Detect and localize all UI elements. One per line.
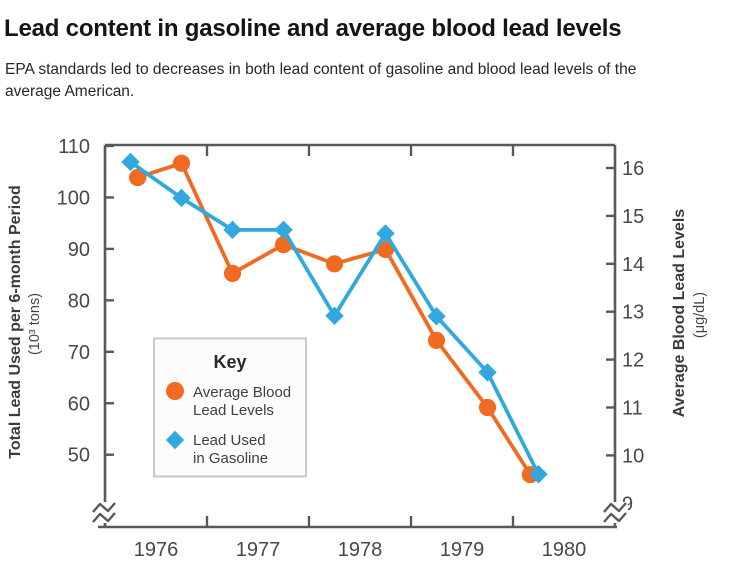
left-axis-tick-label: 90 — [68, 239, 90, 261]
right-axis-tick-label: 16 — [622, 158, 644, 180]
chart-series — [121, 152, 548, 484]
axis-breaks — [91, 502, 628, 523]
subtitle-line-1: EPA standards led to decreases in both l… — [5, 61, 637, 78]
blood-lead-data-point — [376, 240, 395, 259]
year-label: 1976 — [134, 539, 179, 561]
lead-used-diamond-icon — [165, 430, 185, 450]
legend-label-blood-lead-line2: Lead Levels — [193, 402, 274, 419]
right-axis-tick-label: 10 — [622, 445, 644, 467]
year-label: 1977 — [236, 539, 281, 561]
blood-lead-data-point — [172, 154, 191, 172]
legend-label-blood-lead-line1: Average Blood — [193, 384, 291, 401]
right-axis-tick-label: 11 — [622, 398, 643, 420]
left-axis-tick-label: 100 — [57, 187, 90, 209]
blood-lead-circle-icon — [166, 382, 184, 400]
legend-title: Key — [213, 352, 246, 372]
lead-used-data-point — [529, 465, 548, 484]
blood-lead-data-point — [223, 264, 242, 282]
page-subtitle: EPA standards led to decreases in both l… — [5, 59, 636, 103]
right-axis-title: Average Blood Lead Levels — [671, 209, 688, 417]
lead-used-data-point — [172, 188, 191, 208]
axis-break-icon — [603, 512, 627, 523]
subtitle-line-2: average American. — [5, 83, 135, 100]
lead-used-data-point — [376, 224, 395, 243]
left-axis-tick-label: 60 — [68, 393, 90, 415]
right-axis-units: (μg/dL) — [692, 292, 708, 338]
axis-break-icon — [92, 502, 116, 513]
legend-box — [153, 337, 307, 478]
dual-axis-line-chart: 1101009080706050161514131211109197619771… — [7, 136, 708, 561]
left-axis-tick-label: 110 — [58, 136, 90, 158]
year-label: 1980 — [542, 539, 587, 561]
left-axis-tick-label: 80 — [68, 290, 90, 312]
blood-lead-data-point — [427, 331, 446, 350]
right-axis-tick-label: 15 — [622, 206, 644, 228]
lead-used-data-point — [325, 306, 344, 325]
right-axis-tick-label: 12 — [622, 350, 644, 372]
lead-used-data-point — [121, 152, 140, 172]
blood-lead-data-point — [478, 398, 497, 417]
axis-break-icon — [92, 512, 116, 523]
right-axis-tick-label: 14 — [622, 254, 644, 276]
lead-used-data-point — [478, 363, 497, 382]
blood-lead-data-point — [129, 168, 147, 187]
chart-axes: 1101009080706050161514131211109197619771… — [57, 136, 645, 561]
legend-label-lead-used-line1: Lead Used — [193, 432, 266, 449]
left-axis-title: Total Lead Used per 6-month Period — [7, 185, 24, 459]
legend: Key Average Blood Lead Levels Lead Used … — [153, 337, 307, 478]
lead-used-data-point — [223, 220, 242, 240]
left-axis-units: (10³ tons) — [27, 293, 43, 355]
axis-break-icon — [603, 502, 627, 513]
left-axis-tick-label: 50 — [68, 445, 90, 467]
lead-used-data-point — [427, 307, 446, 326]
right-axis-tick-label: 13 — [622, 302, 644, 324]
blood-lead-data-point — [325, 255, 344, 273]
year-label: 1978 — [338, 539, 383, 561]
lead-used-data-point — [274, 220, 293, 240]
page-title: Lead content in gasoline and average blo… — [4, 15, 622, 42]
left-axis-tick-label: 70 — [68, 342, 90, 364]
year-label: 1979 — [440, 539, 485, 561]
legend-label-lead-used-line2: in Gasoline — [193, 450, 268, 467]
